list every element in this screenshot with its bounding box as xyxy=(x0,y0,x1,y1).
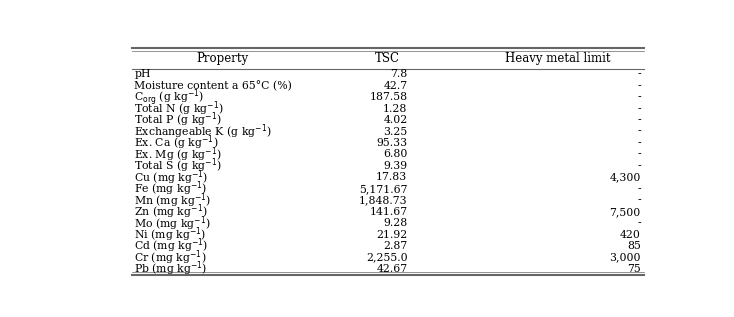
Text: Total N (g kg$^{-1}$): Total N (g kg$^{-1}$) xyxy=(134,99,224,118)
Text: 9.39: 9.39 xyxy=(383,161,407,171)
Text: Mo (mg kg$^{-1}$): Mo (mg kg$^{-1}$) xyxy=(134,214,211,233)
Text: 4,300: 4,300 xyxy=(609,172,641,182)
Text: Heavy metal limit: Heavy metal limit xyxy=(506,52,611,65)
Text: 7.8: 7.8 xyxy=(390,69,407,79)
Text: -: - xyxy=(637,92,641,102)
Text: 21.92: 21.92 xyxy=(377,230,407,240)
Text: 1.28: 1.28 xyxy=(383,104,407,114)
Text: 42.67: 42.67 xyxy=(377,264,407,274)
Text: Zn (mg kg$^{-1}$): Zn (mg kg$^{-1}$) xyxy=(134,203,208,221)
Text: Mn (mg kg$^{-1}$): Mn (mg kg$^{-1}$) xyxy=(134,191,211,210)
Text: Moisture content a 65°C (%): Moisture content a 65°C (%) xyxy=(134,81,292,91)
Text: 42.7: 42.7 xyxy=(383,81,407,91)
Text: 2,255.0: 2,255.0 xyxy=(366,253,407,262)
Text: -: - xyxy=(637,195,641,205)
Text: -: - xyxy=(637,150,641,159)
Text: 141.67: 141.67 xyxy=(369,207,407,217)
Text: 3,000: 3,000 xyxy=(609,253,641,262)
Text: 2.87: 2.87 xyxy=(383,241,407,251)
Text: 9.28: 9.28 xyxy=(383,218,407,228)
Text: -: - xyxy=(637,184,641,194)
Text: Cr (mg kg$^{-1}$): Cr (mg kg$^{-1}$) xyxy=(134,248,207,267)
Text: 7,500: 7,500 xyxy=(609,207,641,217)
Text: Ni (mg kg$^{-1}$): Ni (mg kg$^{-1}$) xyxy=(134,225,206,244)
Text: -: - xyxy=(637,81,641,91)
Text: 3.25: 3.25 xyxy=(383,126,407,137)
Text: Pb (mg kg$^{-1}$): Pb (mg kg$^{-1}$) xyxy=(134,260,208,278)
Text: -: - xyxy=(637,104,641,114)
Text: Fe (mg kg$^{-1}$): Fe (mg kg$^{-1}$) xyxy=(134,179,208,198)
Text: 5,171.67: 5,171.67 xyxy=(359,184,407,194)
Text: 17.83: 17.83 xyxy=(377,172,407,182)
Text: TSC: TSC xyxy=(375,52,400,65)
Text: C$_\mathrm{org}$ (g kg$^{-1}$): C$_\mathrm{org}$ (g kg$^{-1}$) xyxy=(134,87,205,108)
Text: 1,848.73: 1,848.73 xyxy=(359,195,407,205)
Text: 75: 75 xyxy=(627,264,641,274)
Text: Ex. Mg (g kg$^{-1}$): Ex. Mg (g kg$^{-1}$) xyxy=(134,145,222,164)
Text: pH: pH xyxy=(134,69,151,79)
Text: Cd (mg kg$^{-1}$): Cd (mg kg$^{-1}$) xyxy=(134,237,208,256)
Text: Total P (g kg$^{-1}$): Total P (g kg$^{-1}$) xyxy=(134,111,222,129)
Text: 6.80: 6.80 xyxy=(383,150,407,159)
Text: -: - xyxy=(637,115,641,125)
Text: -: - xyxy=(637,218,641,228)
Text: Cu (mg kg$^{-1}$): Cu (mg kg$^{-1}$) xyxy=(134,168,208,187)
Text: 4.02: 4.02 xyxy=(383,115,407,125)
Text: 85: 85 xyxy=(627,241,641,251)
Text: 95.33: 95.33 xyxy=(377,138,407,148)
Text: 187.58: 187.58 xyxy=(369,92,407,102)
Text: Ex. Ca (g kg$^{-1}$): Ex. Ca (g kg$^{-1}$) xyxy=(134,134,219,152)
Text: -: - xyxy=(637,126,641,137)
Text: -: - xyxy=(637,69,641,79)
Text: -: - xyxy=(637,161,641,171)
Text: 420: 420 xyxy=(619,230,641,240)
Text: Total S (g kg$^{-1}$): Total S (g kg$^{-1}$) xyxy=(134,157,222,175)
Text: Exchangeable K (g kg$^{-1}$): Exchangeable K (g kg$^{-1}$) xyxy=(134,122,272,141)
Text: -: - xyxy=(637,138,641,148)
Text: Property: Property xyxy=(197,52,249,65)
